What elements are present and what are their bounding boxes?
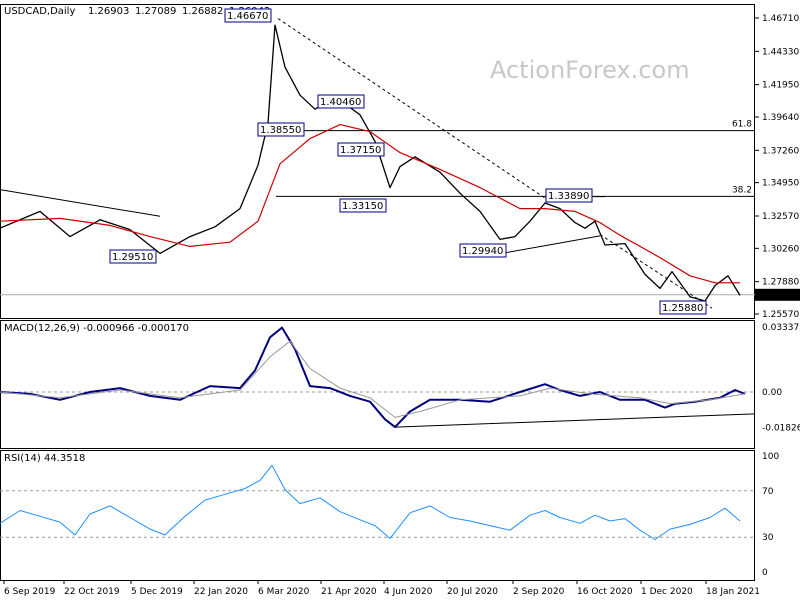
price-ytick-label: 1.39640 <box>762 113 799 123</box>
macd-trendline <box>394 413 756 428</box>
price-ytick-label: 1.44330 <box>762 47 799 57</box>
series-macd <box>0 326 746 429</box>
pane-frame-0 <box>0 4 755 319</box>
rsi-ytick-label: 100 <box>762 452 779 462</box>
rsi-ytick-label: 0 <box>762 568 768 578</box>
price-ytick-label: 1.30260 <box>762 244 799 254</box>
level-box <box>317 94 365 109</box>
x-tick-label: 1 Dec 2020 <box>641 587 693 597</box>
x-tick-label: 4 Jun 2020 <box>384 587 433 597</box>
price-ytick-label: 1.41950 <box>762 81 799 91</box>
price-ytick-label: 1.46710 <box>762 14 799 24</box>
pane-frame-1 <box>0 320 755 449</box>
rsi-title: RSI(14) 44.3518 <box>4 453 85 464</box>
x-tick-label: 18 Jan 2021 <box>706 587 760 597</box>
level-box <box>545 188 593 203</box>
x-tick-label: 21 Apr 2020 <box>321 587 377 597</box>
symbol-label: USDCAD,Daily <box>4 6 75 17</box>
level-label: 1.33890 <box>548 191 589 202</box>
level-label: 1.37150 <box>340 145 381 156</box>
price-ytick-label: 1.37260 <box>762 146 799 156</box>
level-label: 1.25880 <box>662 303 703 314</box>
ohlc-low: 1.26882 <box>182 6 223 17</box>
x-tick-label: 20 Jul 2020 <box>447 587 498 597</box>
rsi-ytick-label: 70 <box>762 487 774 497</box>
price-ytick-label: 1.32570 <box>762 212 799 222</box>
level-box <box>109 249 157 264</box>
level-box <box>339 198 387 213</box>
x-tick-label: 6 Sep 2019 <box>4 587 56 597</box>
level-label: 1.38550 <box>260 125 301 136</box>
price-ytick-label: 1.27880 <box>762 278 799 288</box>
price-ytick-label: 1.34950 <box>762 179 799 189</box>
level-label: 1.46670 <box>227 11 268 22</box>
level-label: 1.40460 <box>320 97 361 108</box>
trendline <box>599 234 713 309</box>
level-box <box>224 8 272 23</box>
fib-label-38.2: 38.2 <box>732 185 752 195</box>
level-box <box>659 300 707 315</box>
series-rsi <box>0 464 741 540</box>
x-tick-label: 2 Sep 2020 <box>513 587 565 597</box>
x-tick-label: 22 Jan 2020 <box>194 587 248 597</box>
fib-label-61.8: 61.8 <box>732 120 752 130</box>
pane-frame-2 <box>0 450 755 581</box>
macd-ytick-label: 0.03337 <box>762 323 799 333</box>
last-price-label: 1.26942 <box>758 292 795 302</box>
level-box <box>257 122 305 137</box>
macd-ytick-label: -0.018262 <box>762 424 800 434</box>
series-ma <box>0 123 740 284</box>
x-tick-label: 22 Oct 2019 <box>64 587 120 597</box>
level-label: 1.29940 <box>462 246 503 257</box>
macd-ytick-label: 0.00 <box>762 388 782 398</box>
x-tick-label: 6 Mar 2020 <box>258 587 310 597</box>
x-tick-label: 5 Dec 2019 <box>131 587 183 597</box>
macd-title: MACD(12,26,9) -0.000966 -0.000170 <box>4 323 189 334</box>
watermark: ActionForex.com <box>490 56 690 84</box>
level-box <box>337 142 385 157</box>
level-label: 1.33150 <box>342 201 383 212</box>
trendline <box>0 189 161 217</box>
x-tick-label: 16 Oct 2020 <box>577 587 633 597</box>
last-price-box <box>755 288 800 301</box>
rsi-ytick-label: 30 <box>762 533 774 543</box>
ohlc-high: 1.27089 <box>135 6 176 17</box>
price-ytick-label: 1.25570 <box>762 310 799 320</box>
series-signal <box>0 340 746 418</box>
level-box <box>459 243 507 258</box>
ohlc-open: 1.26903 <box>88 6 129 17</box>
level-label: 1.29510 <box>112 252 153 263</box>
trendline <box>504 235 601 254</box>
